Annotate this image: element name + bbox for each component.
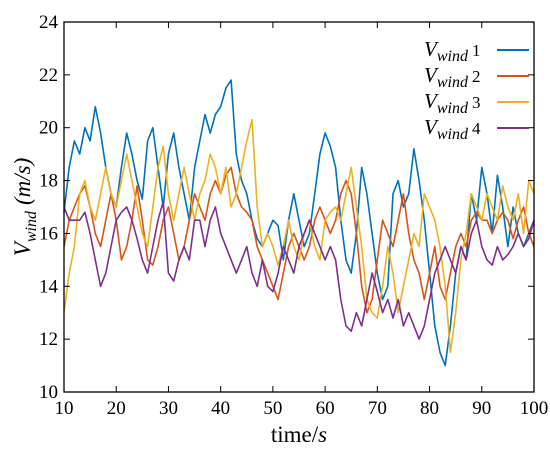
x-axis-label: time/s — [271, 422, 327, 447]
legend-label: Vwind 3 — [424, 89, 480, 117]
legend-entry-3: Vwind 3 — [424, 89, 529, 117]
x-tick-label: 70 — [368, 398, 387, 419]
legend-entry-2: Vwind 2 — [424, 63, 529, 91]
series-line-2 — [63, 166, 535, 314]
legend-label: Vwind 1 — [424, 37, 480, 65]
y-tick-label: 12 — [39, 329, 58, 350]
y-tick-label: 22 — [39, 65, 58, 86]
x-tick-label: 40 — [211, 398, 230, 419]
y-tick-label: 10 — [39, 382, 58, 403]
legend-label: Vwind 4 — [424, 115, 481, 143]
x-tick-label: 30 — [159, 398, 178, 419]
series-line-4 — [63, 200, 535, 340]
x-tick-label: 80 — [420, 398, 439, 419]
series-line-1 — [63, 79, 535, 367]
ticks-layer: 10 20 30 40 50 60 70 80 90 100 10 12 14 16 18 20 22 24 — [39, 12, 548, 419]
y-tick-label: 24 — [39, 12, 59, 33]
legend-entry-4: Vwind 4 — [424, 115, 529, 143]
x-tick-label: 100 — [520, 398, 549, 419]
y-tick-label: 18 — [39, 171, 58, 192]
y-tick-label: 16 — [39, 223, 58, 244]
y-tick-label: 20 — [39, 118, 58, 139]
plot-frame — [63, 21, 535, 393]
series-layer — [63, 79, 535, 367]
x-tick-label: 20 — [107, 398, 126, 419]
y-tick-label: 14 — [39, 276, 59, 297]
legend-entry-1: Vwind 1 — [424, 37, 529, 65]
x-tick-label: 60 — [316, 398, 335, 419]
legend-label: Vwind 2 — [424, 63, 480, 91]
x-tick-label: 50 — [263, 398, 282, 419]
series-line-3 — [63, 119, 535, 354]
x-tick-label: 90 — [472, 398, 491, 419]
x-tick-label: 10 — [55, 398, 74, 419]
y-axis-label: Vwind(m/s) — [10, 158, 40, 256]
